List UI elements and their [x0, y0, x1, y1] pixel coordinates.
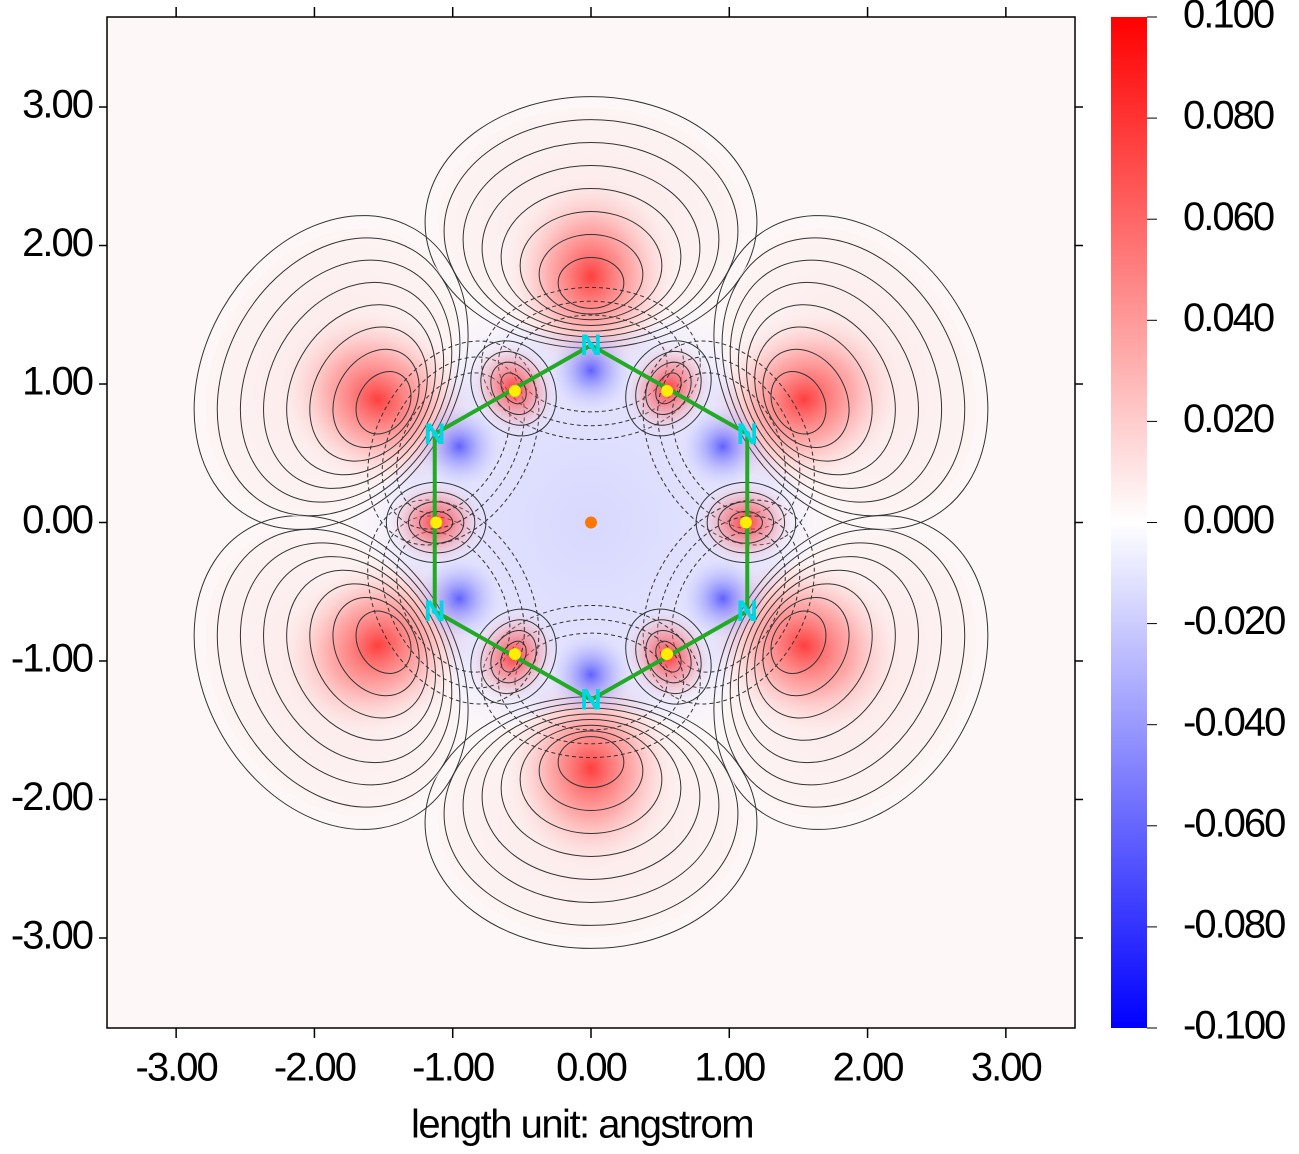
atom-label: N: [580, 684, 602, 717]
atom: [588, 342, 594, 349]
blue-lobe: [417, 557, 501, 641]
atom-label: N: [424, 418, 446, 451]
contour-line: [762, 348, 850, 449]
colorbar: [1111, 17, 1147, 1028]
blue-lobe: [549, 633, 633, 717]
colorbar-tick-label: -0.080: [1183, 902, 1285, 946]
lobe: [642, 215, 989, 546]
atom: [431, 608, 438, 615]
blue-lobe: [417, 404, 501, 488]
colorbar-tick-label: -0.100: [1183, 1004, 1285, 1048]
colorbar-tick-label: 0.040: [1183, 296, 1274, 340]
colorbar-tick-label: -0.040: [1183, 700, 1285, 744]
atom-label: N: [736, 418, 758, 451]
contour-line: [355, 371, 412, 435]
lobe-fill: [505, 669, 677, 869]
colorbar-tick-label: 0.100: [1183, 0, 1274, 37]
colorbar-tick-label: 0.060: [1183, 195, 1274, 239]
atom: [744, 430, 751, 437]
contour-line: [770, 610, 827, 674]
atom-label: N: [736, 595, 758, 628]
contour-line: [770, 371, 827, 435]
critical-point: [430, 516, 443, 529]
contour-line: [557, 736, 625, 788]
x-tick-label: -1.00: [412, 1046, 494, 1090]
contour-line: [332, 596, 420, 697]
contour-line: [309, 583, 428, 719]
contour-line: [557, 257, 625, 309]
contour-line: [309, 326, 428, 462]
critical-point: [739, 516, 752, 529]
lobe: [193, 215, 540, 546]
critical-point: [661, 384, 674, 397]
lobe: [424, 96, 758, 441]
contour-line: [332, 348, 420, 449]
colorbar-tick-label: -0.060: [1183, 801, 1285, 845]
y-tick-label: 2.00: [22, 221, 93, 265]
contour-line: [500, 188, 682, 326]
contour-line: [519, 724, 663, 834]
critical-point: [661, 648, 674, 661]
critical-point: [508, 384, 521, 397]
x-tick-label: -2.00: [274, 1046, 356, 1090]
lobe: [193, 499, 540, 830]
x-tick-label: -3.00: [136, 1046, 218, 1090]
blue-lobe: [549, 328, 633, 412]
colorbar-tick-label: 0.000: [1183, 498, 1274, 542]
atom-label: N: [580, 329, 602, 362]
y-tick-label: -1.00: [11, 637, 93, 681]
contour-line: [500, 719, 682, 857]
critical-point: [585, 516, 597, 529]
atom: [431, 430, 438, 437]
y-tick-label: -3.00: [11, 914, 93, 958]
x-tick-label: 0.00: [556, 1046, 627, 1090]
contour-line: [538, 730, 644, 811]
lobe: [424, 604, 758, 949]
colorbar-tick-label: -0.020: [1183, 599, 1285, 643]
contour-line: [286, 569, 436, 741]
contour-line: [746, 304, 896, 476]
blue-lobe: [681, 557, 765, 641]
atom-label: N: [424, 595, 446, 628]
x-tick-label: 2.00: [833, 1046, 904, 1090]
contour-line: [355, 610, 412, 674]
contour-line: [538, 234, 644, 315]
contour-line: [286, 304, 436, 476]
y-tick-label: 3.00: [22, 83, 93, 127]
contour-line: [519, 211, 663, 321]
atom: [588, 696, 594, 703]
blue-lobe: [681, 404, 765, 488]
y-tick-label: -2.00: [11, 775, 93, 819]
y-tick-label: 0.00: [22, 498, 93, 542]
x-tick-label: 3.00: [971, 1046, 1042, 1090]
colorbar-tick-label: 0.020: [1183, 397, 1274, 441]
critical-point: [508, 648, 521, 661]
x-axis-label: length unit: angstrom: [411, 1103, 753, 1147]
atom: [744, 608, 751, 615]
contour-line: [754, 326, 873, 462]
contour-line: [754, 583, 873, 719]
lobe-fill: [505, 176, 677, 376]
y-tick-label: 1.00: [22, 360, 93, 404]
x-tick-label: 1.00: [694, 1046, 765, 1090]
contour-line: [762, 596, 850, 697]
contour-line: [746, 569, 896, 741]
colorbar-tick-label: 0.080: [1183, 94, 1274, 138]
